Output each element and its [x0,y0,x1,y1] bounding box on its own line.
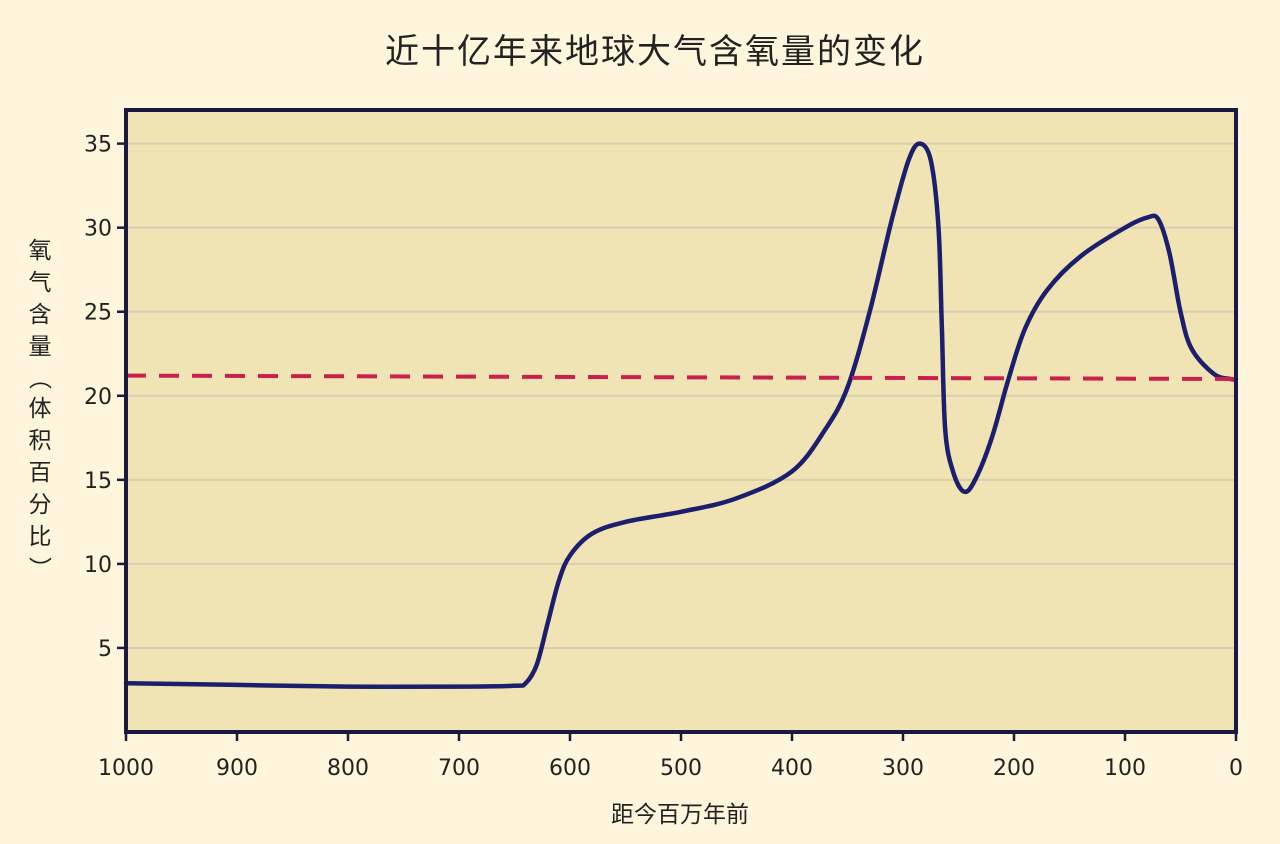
x-tick-label: 1000 [98,756,154,781]
x-tick-label: 400 [771,756,813,781]
x-tick-label: 600 [549,756,591,781]
y-axis-label-char: 积 [29,428,52,454]
y-axis-label-char: ） [26,557,52,580]
x-axis-label: 距今百万年前 [611,802,749,828]
y-tick-label: 20 [84,385,112,410]
x-tick-label: 900 [216,756,258,781]
y-tick-label: 15 [84,469,112,494]
reference-line [125,373,1237,381]
chart-title: 近十亿年来地球大气含氧量的变化 [385,32,925,72]
y-axis-label-char: （ [26,367,52,390]
y-axis-label-char: 氧 [29,238,52,264]
y-tick-label: 25 [84,301,112,326]
y-axis-label-char: 分 [29,492,52,518]
y-axis-label-char: 体 [29,396,52,422]
y-axis-label-char: 气 [29,270,52,296]
y-tick-label: 10 [84,553,112,578]
plot-area [126,110,1236,732]
y-tick-label: 30 [84,217,112,242]
x-tick-label: 800 [327,756,369,781]
y-tick-label: 35 [84,133,112,158]
x-tick-label: 100 [1104,756,1146,781]
y-tick-label: 5 [98,637,112,662]
x-tick-label: 500 [660,756,702,781]
y-axis-label-char: 量 [29,334,52,360]
x-tick-label: 700 [438,756,480,781]
y-axis-label-char: 百 [29,460,52,486]
y-axis-label-char: 含 [29,302,52,328]
series-layer [123,141,1239,690]
gridlines [126,142,1236,649]
x-tick-label: 0 [1229,756,1243,781]
x-tick-label: 300 [882,756,924,781]
x-tick-label: 200 [993,756,1035,781]
y-axis-label-char: 比 [29,524,52,550]
oxygen-series-line [123,141,1239,690]
